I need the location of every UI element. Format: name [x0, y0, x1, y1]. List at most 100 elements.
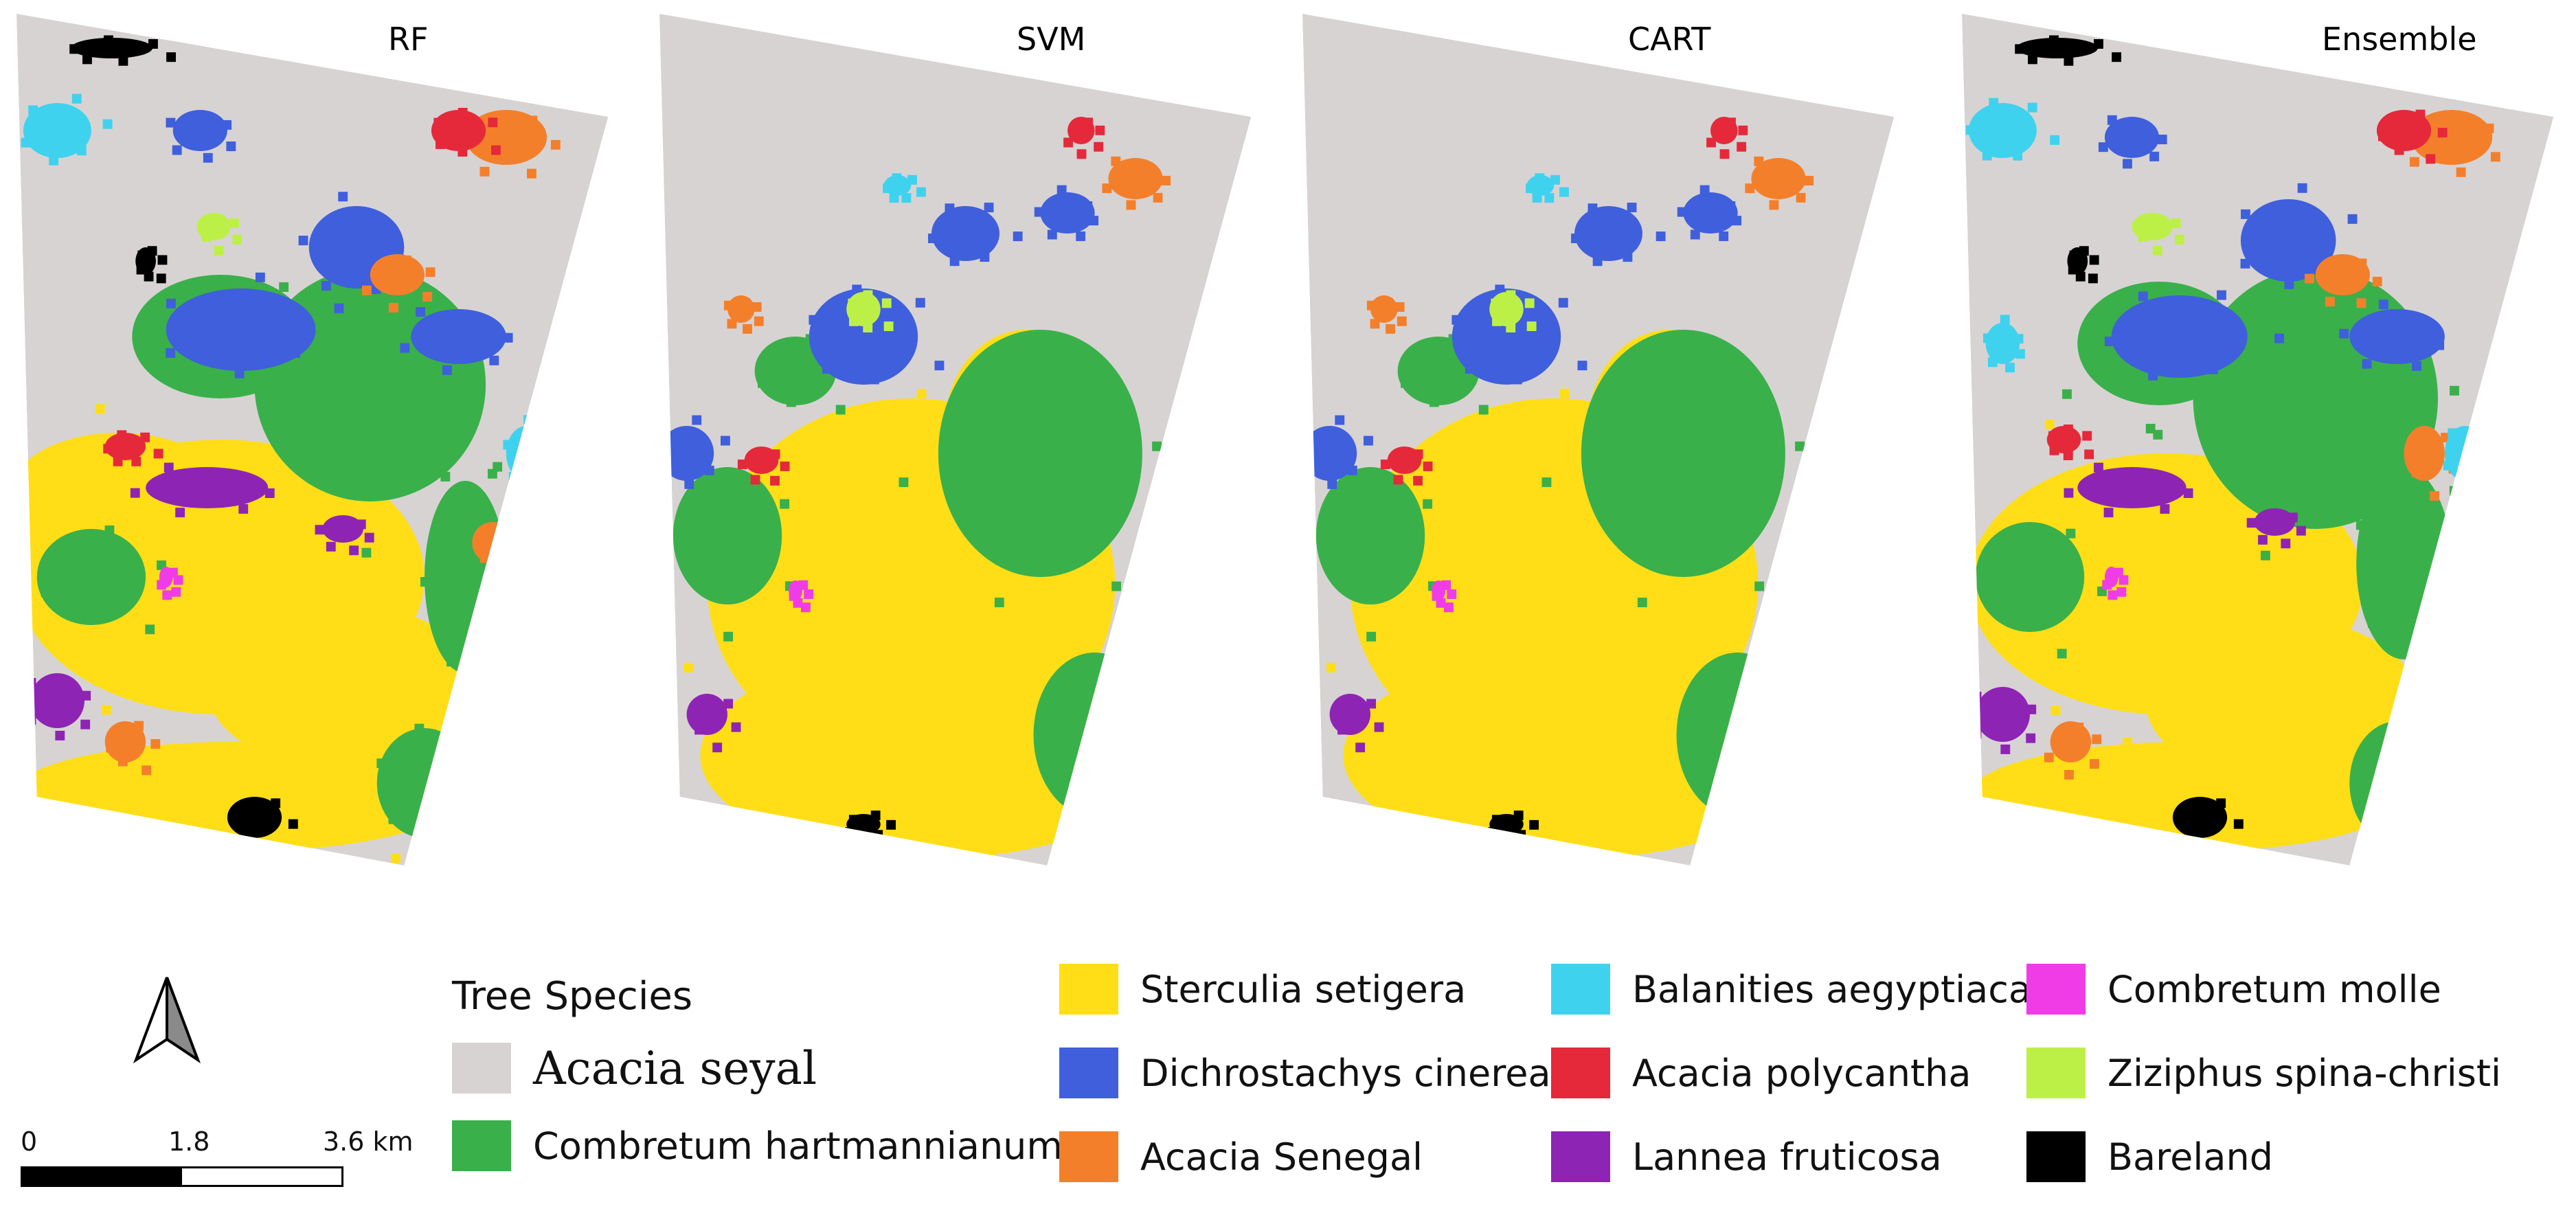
- class-speckle: [2241, 209, 2250, 219]
- class-speckle: [55, 730, 65, 740]
- class-speckle: [95, 404, 105, 414]
- class-speckle: [1398, 450, 1408, 460]
- class-speckle: [1982, 333, 1993, 343]
- class-speckle: [1550, 174, 1560, 185]
- class-speckle: [523, 415, 534, 425]
- class-speckle: [270, 844, 280, 854]
- class-speckle: [1337, 725, 1347, 735]
- class-speckle: [1063, 785, 1073, 795]
- class-speckle: [2057, 731, 2068, 741]
- classification-maps: [16, 14, 2554, 865]
- class-patch: [1975, 522, 2085, 632]
- class-speckle: [2284, 279, 2294, 289]
- class-speckle: [1623, 252, 1633, 262]
- class-speckle: [1778, 662, 1788, 672]
- class-patch: [2111, 295, 2248, 378]
- class-speckle: [1072, 123, 1083, 133]
- class-speckle: [118, 56, 128, 66]
- class-speckle: [848, 815, 859, 825]
- class-patch: [425, 481, 506, 673]
- class-speckle: [457, 108, 468, 118]
- class-patch: [172, 110, 227, 151]
- class-speckle: [945, 203, 955, 214]
- legend-swatch: [1551, 1048, 1610, 1098]
- class-speckle: [1559, 187, 1569, 197]
- class-speckle: [76, 146, 87, 156]
- class-speckle: [2139, 122, 2149, 132]
- class-speckle: [2274, 333, 2285, 343]
- class-speckle: [334, 303, 344, 313]
- class-speckle: [290, 348, 300, 358]
- class-speckle: [731, 722, 741, 732]
- class-speckle: [522, 569, 532, 580]
- class-speckle: [69, 44, 80, 54]
- class-speckle: [980, 252, 990, 262]
- class-speckle: [2393, 459, 2404, 469]
- class-patch: [71, 38, 152, 58]
- class-speckle: [1524, 298, 1535, 308]
- class-speckle: [2000, 315, 2010, 325]
- class-speckle: [264, 417, 275, 427]
- class-speckle: [1383, 298, 1393, 308]
- class-speckle: [229, 815, 239, 825]
- class-speckle: [1355, 743, 1366, 753]
- class-speckle: [740, 298, 750, 308]
- map-panel-cart: [1302, 14, 1895, 865]
- class-speckle: [750, 475, 760, 485]
- class-speckle: [338, 518, 348, 528]
- class-speckle: [863, 290, 873, 300]
- class-speckle: [2028, 54, 2037, 65]
- class-speckle: [2123, 159, 2132, 169]
- class-speckle: [388, 302, 398, 313]
- class-speckle: [1726, 117, 1736, 128]
- class-speckle: [949, 256, 960, 267]
- class-speckle: [2088, 273, 2098, 284]
- class-speckle: [1920, 576, 1930, 585]
- class-speckle: [2217, 290, 2226, 300]
- class-speckle: [2000, 744, 2011, 754]
- class-patch: [227, 797, 282, 838]
- class-speckle: [2415, 109, 2426, 120]
- class-speckle: [321, 281, 331, 291]
- class-speckle: [1796, 192, 1806, 203]
- class-speckle: [150, 332, 160, 342]
- class-speckle: [349, 545, 359, 556]
- class-speckle: [2082, 431, 2092, 441]
- class-speckle: [692, 415, 702, 425]
- class-speckle: [136, 264, 146, 275]
- class-patch: [1574, 206, 1642, 261]
- class-speckle: [2302, 635, 2312, 646]
- class-speckle: [2450, 115, 2460, 126]
- class-speckle: [2434, 340, 2445, 350]
- class-speckle: [2208, 364, 2218, 374]
- class-speckle: [1083, 117, 1093, 128]
- class-speckle: [659, 465, 669, 475]
- class-speckle: [2476, 468, 2487, 479]
- class-speckle: [2460, 478, 2470, 488]
- class-speckle: [1326, 663, 1336, 673]
- class-speckle: [2430, 490, 2439, 501]
- class-patch: [411, 309, 506, 364]
- class-speckle: [472, 316, 482, 326]
- class-speckle: [156, 273, 166, 284]
- class-speckle: [822, 364, 832, 374]
- class-speckle: [2112, 52, 2121, 63]
- class-speckle: [2377, 131, 2388, 142]
- class-patch: [2254, 508, 2296, 536]
- class-speckle: [727, 319, 737, 329]
- class-speckle: [2409, 157, 2419, 167]
- class-speckle: [2138, 291, 2148, 302]
- class-speckle: [789, 591, 799, 601]
- class-speckle: [2339, 328, 2349, 339]
- legend-label: Ziziphus spina-christi: [2108, 1051, 2502, 1095]
- class-speckle: [113, 456, 123, 466]
- class-speckle: [2048, 431, 2058, 441]
- class-speckle: [2013, 150, 2023, 161]
- class-speckle: [1083, 201, 1093, 212]
- class-speckle: [318, 622, 328, 633]
- class-speckle: [203, 152, 213, 163]
- legend-swatch: [452, 1043, 511, 1094]
- legend-label: Dichrostachys cinerea: [1140, 1051, 1551, 1095]
- class-speckle: [241, 830, 251, 841]
- class-speckle: [288, 819, 298, 829]
